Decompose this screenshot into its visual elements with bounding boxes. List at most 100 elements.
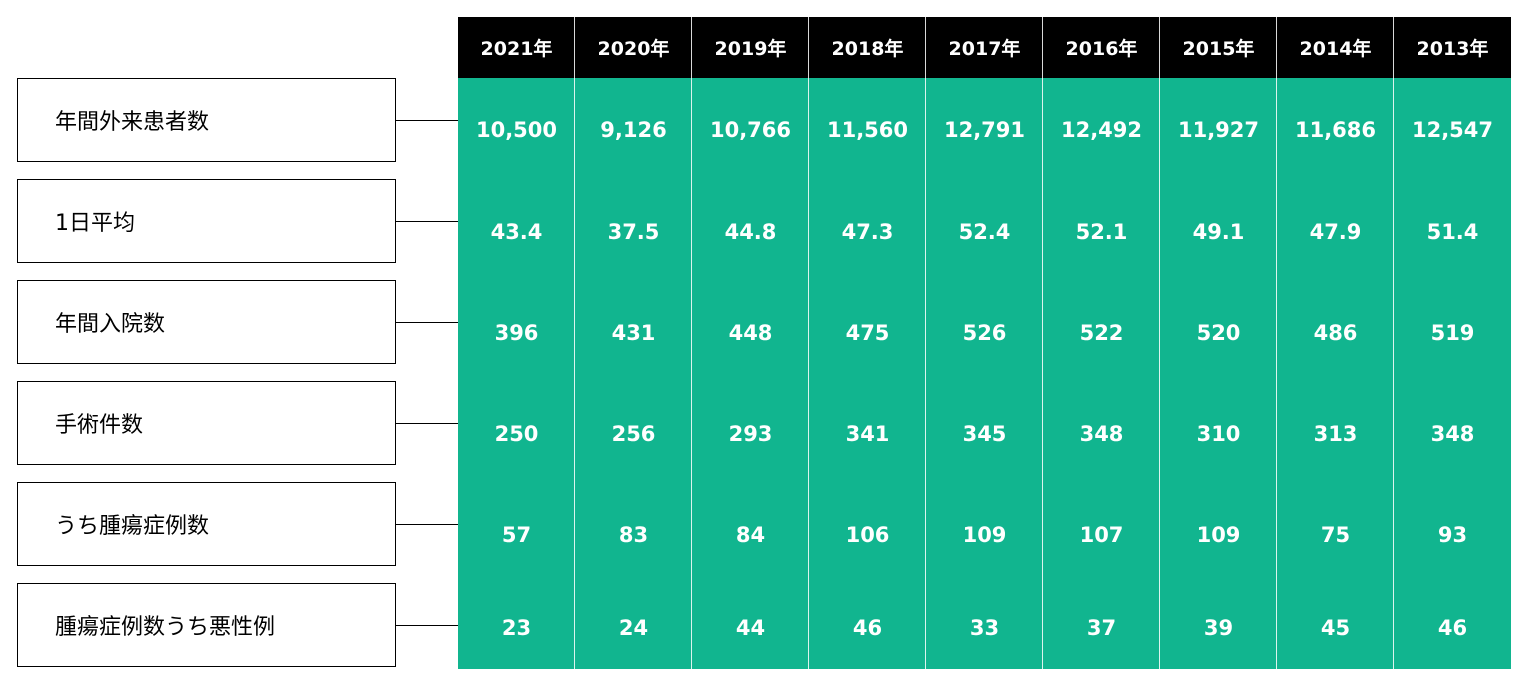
table-cell: 348 xyxy=(1430,422,1475,446)
year-column: 2014年 11,686 47.9 486 313 75 45 xyxy=(1277,17,1394,669)
table-cell: 10,500 xyxy=(475,118,558,142)
row-connector-line xyxy=(396,524,458,525)
year-header: 2015年 xyxy=(1160,17,1277,78)
row-label-5: うち腫瘍症例数 xyxy=(17,482,396,566)
table-cell: 107 xyxy=(1079,523,1124,547)
column-separator xyxy=(1276,17,1277,669)
year-column-body xyxy=(575,78,692,669)
year-header: 2013年 xyxy=(1394,17,1511,78)
column-separator xyxy=(1042,17,1043,669)
table-cell: 448 xyxy=(728,321,773,345)
table-cell: 313 xyxy=(1313,422,1358,446)
table-cell: 11,927 xyxy=(1177,118,1260,142)
table-cell: 47.9 xyxy=(1309,220,1362,244)
year-column-body xyxy=(1277,78,1394,669)
year-header: 2016年 xyxy=(1043,17,1160,78)
table-cell: 39 xyxy=(1203,616,1234,640)
table-cell: 345 xyxy=(962,422,1007,446)
year-column: 2019年 10,766 44.8 448 293 84 44 xyxy=(692,17,809,669)
table-cell: 106 xyxy=(845,523,890,547)
row-connector-line xyxy=(396,625,458,626)
table-cell: 9,126 xyxy=(600,118,667,142)
year-column-body xyxy=(1394,78,1511,669)
table-cell: 256 xyxy=(611,422,656,446)
column-separator xyxy=(1393,17,1394,669)
table-cell: 12,791 xyxy=(943,118,1026,142)
table-cell: 519 xyxy=(1430,321,1475,345)
table-cell: 45 xyxy=(1320,616,1351,640)
year-column: 2018年 11,560 47.3 475 341 106 46 xyxy=(809,17,926,669)
table-cell: 93 xyxy=(1437,523,1468,547)
row-connector-line xyxy=(396,221,458,222)
table-cell: 526 xyxy=(962,321,1007,345)
year-column-body xyxy=(809,78,926,669)
table-cell: 75 xyxy=(1320,523,1351,547)
table-cell: 431 xyxy=(611,321,656,345)
column-separator xyxy=(574,17,575,669)
table-cell: 37 xyxy=(1086,616,1117,640)
table-cell: 52.1 xyxy=(1075,220,1128,244)
row-connector-line xyxy=(396,423,458,424)
year-header: 2014年 xyxy=(1277,17,1394,78)
table-cell: 46 xyxy=(852,616,883,640)
table-cell: 12,547 xyxy=(1411,118,1494,142)
data-table: 2021年 10,500 43.4 396 250 57 23 2020年 9,126 37.5 4… xyxy=(458,17,1512,669)
year-column: 2015年 11,927 49.1 520 310 109 39 xyxy=(1160,17,1277,669)
column-separator xyxy=(925,17,926,669)
table-cell: 522 xyxy=(1079,321,1124,345)
column-separator xyxy=(1159,17,1160,669)
column-separator xyxy=(691,17,692,669)
table-cell: 44 xyxy=(735,616,766,640)
year-column-body xyxy=(458,78,575,669)
year-column: 2021年 10,500 43.4 396 250 57 23 xyxy=(458,17,575,669)
table-cell: 52.4 xyxy=(958,220,1011,244)
table-cell: 10,766 xyxy=(709,118,792,142)
row-label-4: 手術件数 xyxy=(17,381,396,465)
table-cell: 11,686 xyxy=(1294,118,1377,142)
table-cell: 520 xyxy=(1196,321,1241,345)
table-cell: 396 xyxy=(494,321,539,345)
table-cell: 46 xyxy=(1437,616,1468,640)
table-cell: 310 xyxy=(1196,422,1241,446)
table-cell: 83 xyxy=(618,523,649,547)
table-cell: 12,492 xyxy=(1060,118,1143,142)
year-column: 2016年 12,492 52.1 522 348 107 37 xyxy=(1043,17,1160,669)
year-header: 2017年 xyxy=(926,17,1043,78)
year-column: 2017年 12,791 52.4 526 345 109 33 xyxy=(926,17,1043,669)
row-label-6: 腫瘍症例数うち悪性例 xyxy=(17,583,396,667)
year-header: 2019年 xyxy=(692,17,809,78)
year-header: 2018年 xyxy=(809,17,926,78)
year-column-body xyxy=(926,78,1043,669)
row-label-1: 年間外来患者数 xyxy=(17,78,396,162)
year-header: 2021年 xyxy=(458,17,575,78)
table-cell: 57 xyxy=(501,523,532,547)
table-cell: 348 xyxy=(1079,422,1124,446)
year-column-body xyxy=(1160,78,1277,669)
row-label-3: 年間入院数 xyxy=(17,280,396,364)
row-connector-line xyxy=(396,120,458,121)
table-cell: 47.3 xyxy=(841,220,894,244)
column-separator xyxy=(808,17,809,669)
table-cell: 24 xyxy=(618,616,649,640)
row-connector-line xyxy=(396,322,458,323)
table-cell: 37.5 xyxy=(607,220,660,244)
table-cell: 11,560 xyxy=(826,118,909,142)
table-cell: 475 xyxy=(845,321,890,345)
table-cell: 293 xyxy=(728,422,773,446)
table-cell: 84 xyxy=(735,523,766,547)
table-cell: 250 xyxy=(494,422,539,446)
year-column-body xyxy=(1043,78,1160,669)
table-cell: 44.8 xyxy=(724,220,777,244)
row-label-2: 1日平均 xyxy=(17,179,396,263)
year-column: 2013年 12,547 51.4 519 348 93 46 xyxy=(1394,17,1511,669)
table-cell: 341 xyxy=(845,422,890,446)
year-column-body xyxy=(692,78,809,669)
table-cell: 33 xyxy=(969,616,1000,640)
table-cell: 49.1 xyxy=(1192,220,1245,244)
table-cell: 109 xyxy=(1196,523,1241,547)
table-cell: 51.4 xyxy=(1426,220,1479,244)
table-cell: 23 xyxy=(501,616,532,640)
year-column: 2020年 9,126 37.5 431 256 83 24 xyxy=(575,17,692,669)
year-header: 2020年 xyxy=(575,17,692,78)
table-cell: 486 xyxy=(1313,321,1358,345)
